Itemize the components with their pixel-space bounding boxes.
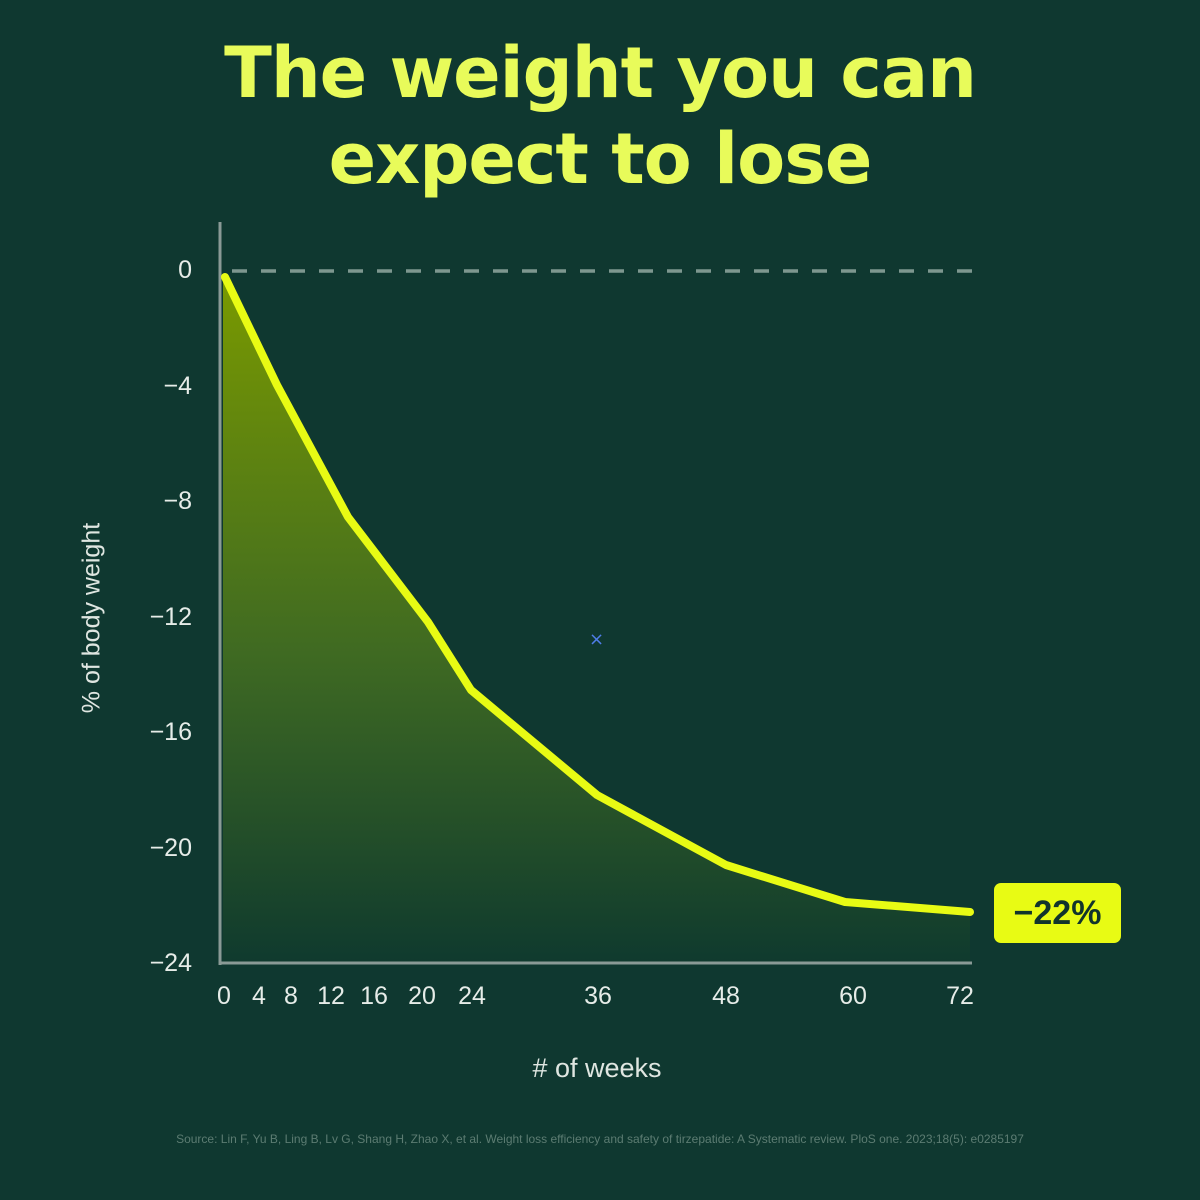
y-tick-minus12: −12 [149, 603, 192, 631]
source-citation: Source: Lin F, Yu B, Ling B, Lv G, Shang… [176, 1132, 1024, 1146]
x-tick-60: 60 [839, 982, 867, 1010]
title-line-2: expect to lose [328, 118, 873, 200]
area-fill [223, 275, 970, 963]
x-tick-4: 4 [252, 982, 266, 1010]
y-axis-label: % of body weight [77, 522, 106, 714]
y-tick-minus8: −8 [163, 487, 192, 515]
data-line [221, 273, 974, 916]
y-tick-0: 0 [178, 256, 192, 284]
x-tick-8: 8 [284, 982, 298, 1010]
cursor-marker-icon: × [589, 629, 605, 650]
y-tick-minus20: −20 [149, 834, 192, 862]
x-axis-label: # of weeks [532, 1053, 662, 1083]
x-tick-36: 36 [584, 982, 612, 1010]
y-tick-minus4: −4 [163, 372, 192, 400]
x-tick-24: 24 [458, 982, 486, 1010]
x-tick-12: 12 [317, 982, 345, 1010]
x-tick-0: 0 [217, 982, 231, 1010]
final-value-badge: −22% [994, 883, 1121, 943]
page-title: The weight you can expect to lose [0, 30, 1200, 202]
title-line-1: The weight you can [224, 32, 977, 114]
x-tick-48: 48 [712, 982, 740, 1010]
y-tick-minus24: −24 [149, 949, 192, 977]
x-tick-16: 16 [360, 982, 388, 1010]
x-tick-20: 20 [408, 982, 436, 1010]
x-tick-72: 72 [946, 982, 974, 1010]
y-tick-minus16: −16 [149, 718, 192, 746]
